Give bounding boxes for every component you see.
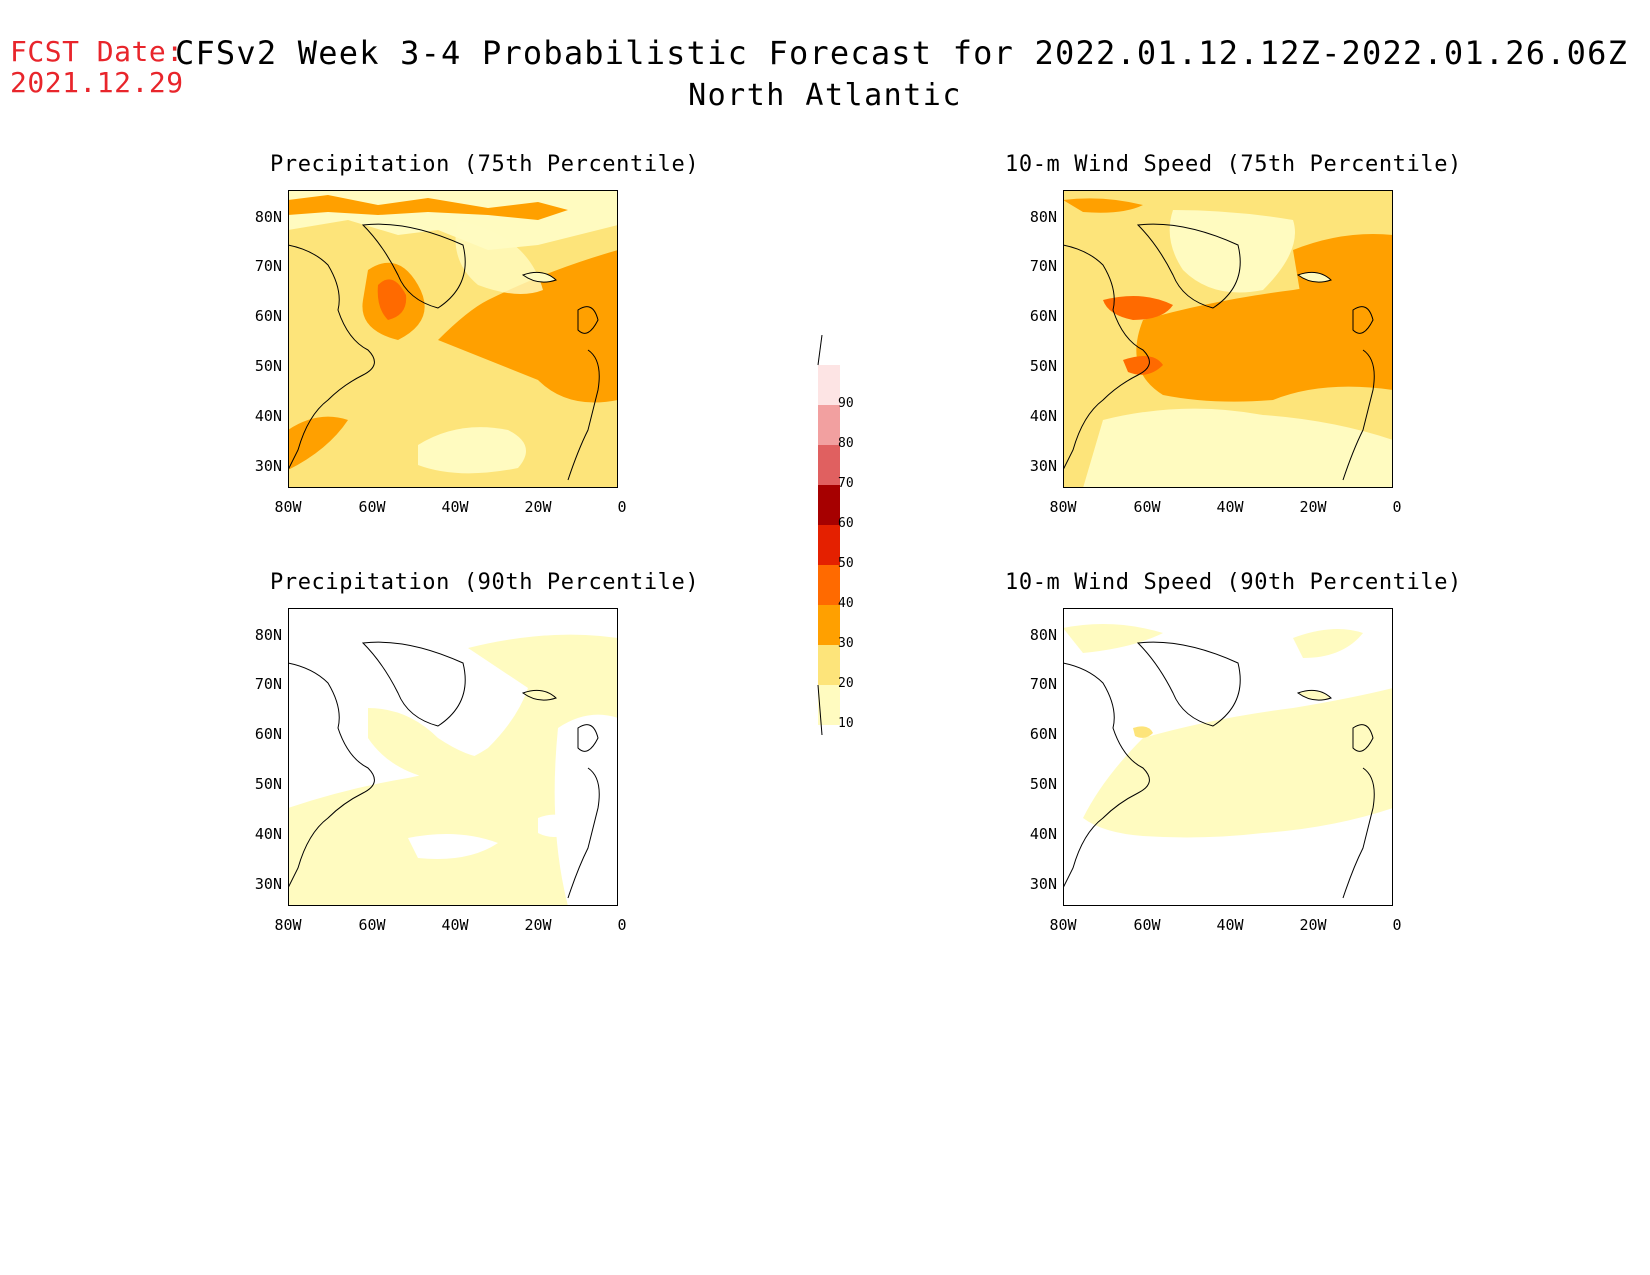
colorbar-level-label: 40 [838,596,854,611]
lat-label: 80N [254,208,282,226]
page-title: CFSv2 Week 3-4 Probabilistic Forecast fo… [175,34,1629,72]
lat-label: 40N [1029,825,1057,843]
lat-label: 60N [1029,725,1057,743]
colorbar-swatch [818,605,840,645]
lon-label: 40W [441,498,469,516]
colorbar-level-label: 10 [838,716,854,731]
forecast-date-label: FCST Date: 2021.12.29 [10,36,184,98]
colorbar-level-label: 80 [838,436,854,451]
colorbar-swatch [818,565,840,605]
fcst-date-text: 2021.12.29 [10,66,184,99]
lat-label: 40N [254,825,282,843]
colorbar-swatch [818,685,840,725]
lat-label: 40N [1029,407,1057,425]
colorbar-swatch [818,405,840,445]
lon-label: 40W [1216,916,1244,934]
colorbar-swatch [818,525,840,565]
lon-label: 0 [617,916,627,934]
lat-label: 60N [254,307,282,325]
fcst-label-text: FCST Date: [10,35,184,68]
lon-label: 80W [274,916,302,934]
lon-label: 60W [1133,498,1161,516]
panel-title-precip-75: Precipitation (75th Percentile) [270,152,700,177]
lat-label: 50N [254,357,282,375]
wind-90-map [1063,608,1393,906]
lon-label: 0 [617,498,627,516]
colorbar-level-label: 70 [838,476,854,491]
colorbar-level-label: 20 [838,676,854,691]
lon-label: 20W [524,916,552,934]
lat-label: 60N [254,725,282,743]
colorbar-level-label: 90 [838,396,854,411]
colorbar-swatch [818,445,840,485]
lon-label: 40W [441,916,469,934]
lat-label: 80N [1029,626,1057,644]
lon-label: 60W [1133,916,1161,934]
lat-label: 30N [254,457,282,475]
panel-title-wind-90: 10-m Wind Speed (90th Percentile) [1005,570,1462,595]
lon-label: 0 [1392,498,1402,516]
colorbar-swatch [818,365,840,405]
precip-90-map [288,608,618,906]
lon-label: 60W [358,498,386,516]
colorbar [817,335,840,735]
lon-label: 80W [1049,916,1077,934]
lat-label: 30N [254,875,282,893]
lat-label: 70N [254,257,282,275]
lat-label: 70N [1029,257,1057,275]
lat-label: 50N [1029,357,1057,375]
lat-label: 30N [1029,875,1057,893]
lat-label: 60N [1029,307,1057,325]
lon-label: 80W [1049,498,1077,516]
lat-label: 50N [1029,775,1057,793]
colorbar-level-label: 30 [838,636,854,651]
precip-75-map [288,190,618,488]
lon-label: 20W [1299,498,1327,516]
lat-label: 30N [1029,457,1057,475]
lon-label: 60W [358,916,386,934]
lon-label: 40W [1216,498,1244,516]
colorbar-level-label: 60 [838,516,854,531]
lon-label: 80W [274,498,302,516]
lat-label: 50N [254,775,282,793]
lat-label: 80N [254,626,282,644]
region-subtitle: North Atlantic [688,78,962,113]
lat-label: 80N [1029,208,1057,226]
colorbar-swatch [818,485,840,525]
colorbar-swatch [818,645,840,685]
lat-label: 70N [1029,675,1057,693]
colorbar-level-label: 50 [838,556,854,571]
panel-title-wind-75: 10-m Wind Speed (75th Percentile) [1005,152,1462,177]
panel-title-precip-90: Precipitation (90th Percentile) [270,570,700,595]
lon-label: 0 [1392,916,1402,934]
lon-label: 20W [1299,916,1327,934]
lat-label: 70N [254,675,282,693]
wind-75-map [1063,190,1393,488]
lon-label: 20W [524,498,552,516]
lat-label: 40N [254,407,282,425]
